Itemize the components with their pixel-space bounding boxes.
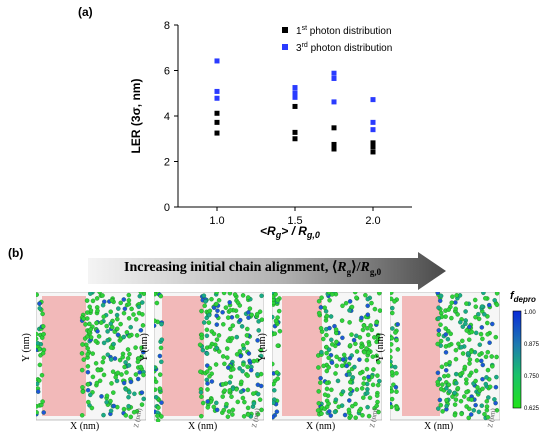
arrow-caption: Increasing initial chain alignment, ⟨Rg⟩… bbox=[124, 260, 382, 277]
point-1st-photon bbox=[292, 129, 298, 135]
snapshot-image bbox=[151, 289, 265, 423]
snapshot-y-label: Y (nm) bbox=[20, 333, 32, 362]
alignment-arrow bbox=[88, 252, 446, 290]
snapshot-y-label: Y (nm) bbox=[138, 333, 150, 362]
y-tick-label: 4 bbox=[164, 111, 170, 123]
snapshot-y-label: Y (nm) bbox=[374, 333, 386, 362]
snapshot-image bbox=[387, 290, 501, 421]
snapshot-1: Y (nm) X (nm) Z (nm) bbox=[21, 289, 147, 432]
point-1st-photon bbox=[370, 144, 376, 150]
point-1st-photon bbox=[370, 140, 376, 146]
point-3rd-photon bbox=[370, 127, 376, 133]
snapshot-x-label: X (nm) bbox=[306, 421, 336, 432]
y-tick-label: 6 bbox=[164, 66, 170, 78]
colorbar: 1.00 0.875 0.750 0.625 bbox=[512, 310, 540, 412]
point-3rd-photon bbox=[292, 94, 298, 100]
colorbar-tick-2: 0.875 bbox=[524, 342, 540, 348]
point-1st-photon bbox=[331, 146, 337, 152]
point-3rd-photon bbox=[214, 88, 220, 94]
legend-marker-1st bbox=[282, 27, 288, 33]
point-3rd-photon bbox=[331, 70, 337, 76]
snapshot-x-label: X (nm) bbox=[70, 421, 100, 432]
point-1st-photon bbox=[214, 130, 220, 136]
point-3rd-photon bbox=[370, 119, 376, 125]
point-1st-photon bbox=[331, 141, 337, 147]
snapshot-x-label: X (nm) bbox=[424, 421, 454, 432]
panel-a-label: (a) bbox=[78, 5, 93, 19]
snapshot-image bbox=[269, 289, 383, 421]
x-ticks: 1.0 1.5 2.0 bbox=[209, 207, 381, 227]
legend-label-3rd: 3rd photon distribution bbox=[296, 42, 392, 54]
snapshot-image bbox=[33, 289, 147, 421]
x-axis-label: <Rg> / Rg,0 bbox=[260, 224, 320, 240]
snapshot-y-label: Y (nm) bbox=[256, 333, 268, 362]
snapshot-2: Y (nm) X (nm) Z (nm) bbox=[139, 289, 265, 432]
point-3rd-photon bbox=[292, 90, 298, 96]
snapshot-4: Y (nm) X (nm) Z (nm) bbox=[375, 290, 501, 432]
snapshot-3: Y (nm) X (nm) Z (nm) bbox=[257, 289, 383, 432]
colorbar-title: fdepro bbox=[510, 290, 536, 305]
point-3rd-photon bbox=[331, 99, 337, 105]
point-1st-photon bbox=[214, 110, 220, 116]
colorbar-tick-4: 0.625 bbox=[524, 406, 540, 412]
panel-b-label: (b) bbox=[8, 246, 24, 260]
panel-a: (a) 0 2 4 6 8 1.0 1.5 2.0 LER (3σ, nm) <Rg> / … bbox=[78, 5, 412, 240]
point-1st-photon bbox=[292, 136, 298, 142]
point-1st-photon bbox=[214, 119, 220, 125]
legend-marker-3rd bbox=[282, 44, 288, 50]
point-1st-photon bbox=[370, 149, 376, 155]
x-tick-label: 1.5 bbox=[287, 215, 302, 227]
x-tick-label: 2.0 bbox=[365, 215, 380, 227]
y-axis-label: LER (3σ, nm) bbox=[129, 79, 143, 154]
point-1st-photon bbox=[292, 103, 298, 109]
x-tick-label: 1.0 bbox=[209, 215, 224, 227]
point-3rd-photon bbox=[331, 75, 337, 81]
point-3rd-photon bbox=[214, 58, 220, 64]
snapshot-x-label: X (nm) bbox=[188, 421, 218, 432]
legend: 1st photon distribution 3rd photon distr… bbox=[282, 25, 392, 54]
y-ticks: 0 2 4 6 8 bbox=[164, 20, 178, 214]
point-3rd-photon bbox=[292, 85, 298, 91]
y-tick-label: 8 bbox=[164, 20, 170, 32]
colorbar-tick-3: 0.750 bbox=[524, 374, 540, 380]
y-tick-label: 2 bbox=[164, 157, 170, 169]
ler-scatter-chart: 0 2 4 6 8 1.0 1.5 2.0 LER (3σ, nm) <Rg> / Rg,0… bbox=[129, 20, 412, 240]
colorbar-tick-1: 1.00 bbox=[524, 310, 536, 316]
point-3rd-photon bbox=[370, 97, 376, 103]
point-3rd-photon bbox=[214, 95, 220, 101]
panel-b: (b) Increasing initial chain alignment, … bbox=[0, 240, 550, 432]
data-points bbox=[214, 58, 376, 155]
legend-label-1st: 1st photon distribution bbox=[296, 25, 392, 37]
y-tick-label: 0 bbox=[164, 202, 170, 214]
point-1st-photon bbox=[331, 125, 337, 131]
